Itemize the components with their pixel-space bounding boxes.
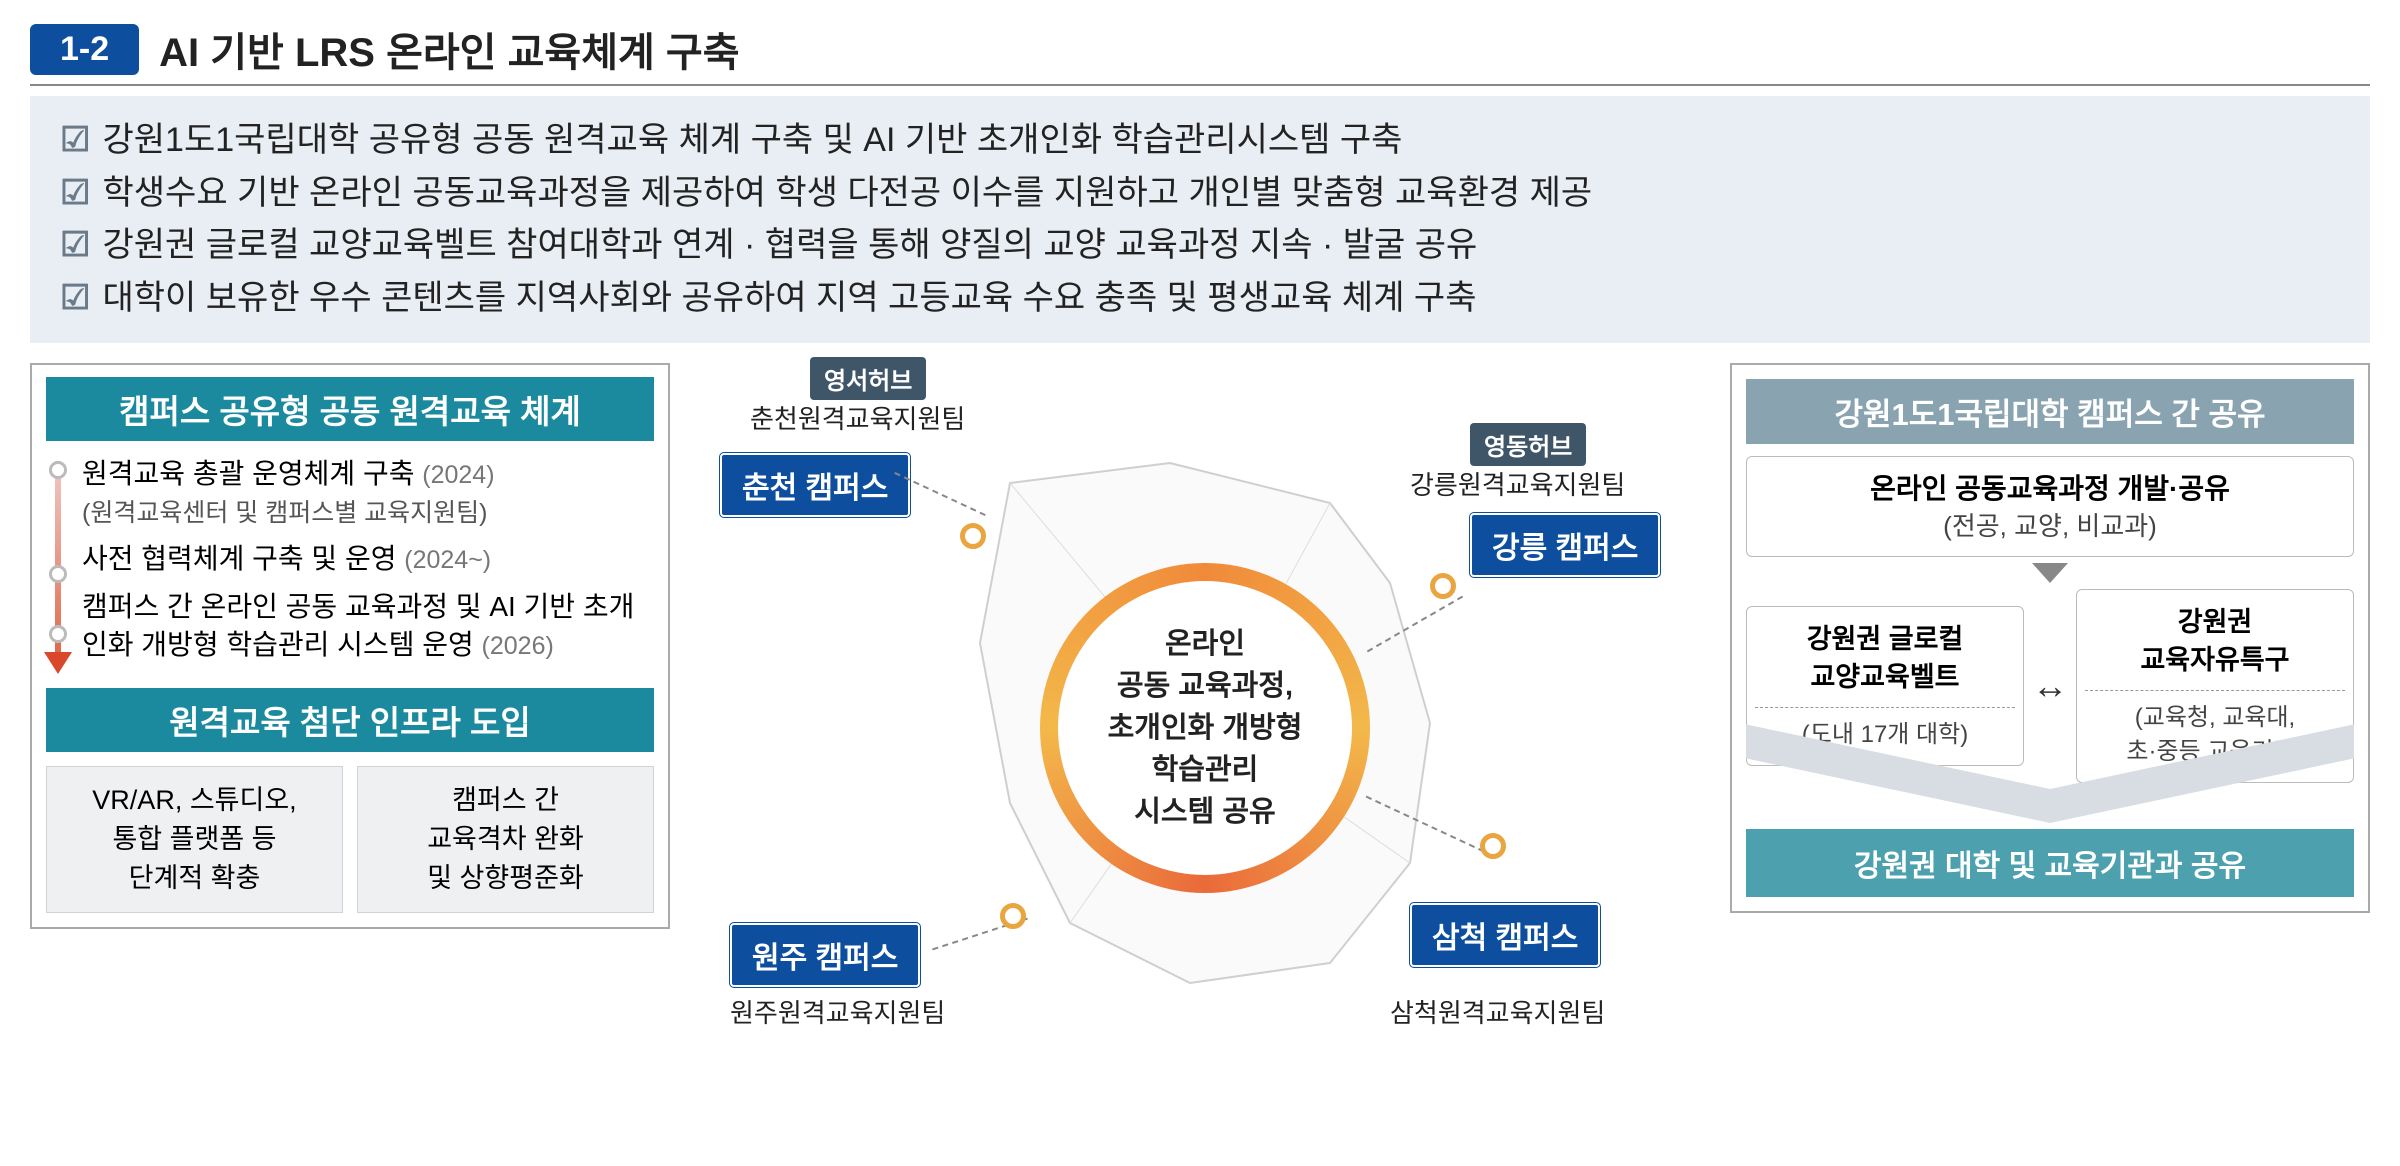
summary-item: ☑강원1도1국립대학 공유형 공동 원격교육 체계 구축 및 AI 기반 초개인… <box>60 114 2340 167</box>
map-dot-icon <box>960 523 986 549</box>
summary-item: ☑대학이 보유한 우수 콘텐츠를 지역사회와 공유하여 지역 고등교육 수요 충… <box>60 272 2340 325</box>
top-card: 온라인 공동교육과정 개발·공유 (전공, 교양, 비교과) <box>1746 456 2354 558</box>
support-label-gangneung: 강릉원격교육지원팀 <box>1410 465 1625 502</box>
timeline: 원격교육 총괄 운영체계 구축 (2024) (원격교육센터 및 캠퍼스별 교육… <box>46 455 654 674</box>
timeline-arrow-icon <box>46 455 70 674</box>
summary-text: 강원권 글로컬 교양교육벨트 참여대학과 연계 · 협력을 통해 양질의 교양 … <box>102 219 1477 272</box>
summary-text: 학생수요 기반 온라인 공동교육과정을 제공하여 학생 다전공 이수를 지원하고… <box>102 167 1592 220</box>
left-panel: 캠퍼스 공유형 공동 원격교육 체계 원격교육 총괄 운영체계 구축 (2024… <box>30 363 670 929</box>
check-icon: ☑ <box>60 219 90 272</box>
support-label-chuncheon: 춘천원격교육지원팀 <box>750 399 965 436</box>
main-diagram: 캠퍼스 공유형 공동 원격교육 체계 원격교육 총괄 운영체계 구축 (2024… <box>30 363 2370 1103</box>
top-card-title: 온라인 공동교육과정 개발·공유 <box>1757 469 2343 508</box>
infra-row: VR/AR, 스튜디오, 통합 플랫폼 등 단계적 확충 캠퍼스 간 교육격차 … <box>46 766 654 913</box>
timeline-text: 사전 협력체계 구축 및 운영 <box>82 543 396 574</box>
campus-wonju: 원주 캠퍼스 <box>730 923 920 987</box>
timeline-item: 원격교육 총괄 운영체계 구축 (2024) (원격교육센터 및 캠퍼스별 교육… <box>82 455 654 531</box>
campus-gangneung: 강릉 캠퍼스 <box>1470 513 1660 577</box>
top-card-sub: (전공, 교양, 비교과) <box>1757 508 2343 544</box>
summary-item: ☑학생수요 기반 온라인 공동교육과정을 제공하여 학생 다전공 이수를 지원하… <box>60 167 2340 220</box>
timeline-item: 캠퍼스 간 온라인 공동 교육과정 및 AI 기반 초개인화 개방형 학습관리 … <box>82 588 654 664</box>
right-panel: 강원1도1국립대학 캠퍼스 간 공유 온라인 공동교육과정 개발·공유 (전공,… <box>1730 363 2370 913</box>
timeline-sub: (원격교육센터 및 캠퍼스별 교육지원팀) <box>82 499 488 527</box>
side-box-title: 강원권 글로컬 교양교육벨트 <box>1755 621 2015 697</box>
check-icon: ☑ <box>60 114 90 167</box>
infra-box: 캠퍼스 간 교육격차 완화 및 상향평준화 <box>357 766 654 913</box>
support-label-wonju: 원주원격교육지원팀 <box>730 993 945 1030</box>
hub-tag-east: 영동허브 <box>1470 423 1586 466</box>
section-number-badge: 1-2 <box>30 24 139 75</box>
summary-box: ☑강원1도1국립대학 공유형 공동 원격교육 체계 구축 및 AI 기반 초개인… <box>30 96 2370 343</box>
summary-text: 강원1도1국립대학 공유형 공동 원격교육 체계 구축 및 AI 기반 초개인화… <box>102 114 1402 167</box>
right-banner: 강원1도1국립대학 캠퍼스 간 공유 <box>1746 379 2354 444</box>
timeline-year: (2024~) <box>404 546 491 574</box>
left-banner-2: 원격교육 첨단 인프라 도입 <box>46 688 654 752</box>
map-panel: 영서허브 춘천원격교육지원팀 춘천 캠퍼스 영동허브 강릉원격교육지원팀 강릉 … <box>690 363 1730 1083</box>
timeline-item: 사전 협력체계 구축 및 운영 (2024~) <box>82 540 654 578</box>
timeline-year: (2024) <box>422 461 494 489</box>
center-ring: 온라인 공동 교육과정, 초개인화 개방형 학습관리 시스템 공유 <box>1040 563 1370 893</box>
right-footer: 강원권 대학 및 교육기관과 공유 <box>1746 829 2354 897</box>
left-banner-1: 캠퍼스 공유형 공동 원격교육 체계 <box>46 377 654 441</box>
summary-item: ☑강원권 글로컬 교양교육벨트 참여대학과 연계 · 협력을 통해 양질의 교양… <box>60 219 2340 272</box>
hub-tag-west: 영서허브 <box>810 357 926 400</box>
map-dot-icon <box>1480 833 1506 859</box>
summary-text: 대학이 보유한 우수 콘텐츠를 지역사회와 공유하여 지역 고등교육 수요 충족… <box>102 272 1476 325</box>
center-text: 온라인 공동 교육과정, 초개인화 개방형 학습관리 시스템 공유 <box>1088 623 1323 833</box>
page-title: AI 기반 LRS 온라인 교육체계 구축 <box>159 20 739 78</box>
bidirectional-arrow-icon: ↔ <box>2032 665 2068 707</box>
timeline-items: 원격교육 총괄 운영체계 구축 (2024) (원격교육센터 및 캠퍼스별 교육… <box>82 455 654 674</box>
check-icon: ☑ <box>60 167 90 220</box>
campus-chuncheon: 춘천 캠퍼스 <box>720 453 910 517</box>
down-arrow-icon <box>2032 563 2068 583</box>
chevron-down-icon <box>1746 789 2354 823</box>
side-box-title: 강원권 교육자유특구 <box>2085 604 2345 680</box>
timeline-text: 원격교육 총괄 운영체계 구축 <box>82 458 414 489</box>
map-dot-icon <box>1430 573 1456 599</box>
check-icon: ☑ <box>60 272 90 325</box>
infra-box: VR/AR, 스튜디오, 통합 플랫폼 등 단계적 확충 <box>46 766 343 913</box>
header: 1-2 AI 기반 LRS 온라인 교육체계 구축 <box>30 20 2370 86</box>
map-dot-icon <box>1000 903 1026 929</box>
timeline-year: (2026) <box>482 632 554 660</box>
support-label-samcheok: 삼척원격교육지원팀 <box>1390 993 1605 1030</box>
campus-samcheok: 삼척 캠퍼스 <box>1410 903 1600 967</box>
